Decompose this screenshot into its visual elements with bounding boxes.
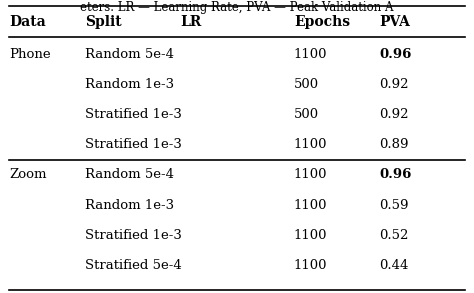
- Text: 0.89: 0.89: [379, 138, 409, 151]
- Text: PVA: PVA: [379, 15, 410, 29]
- Text: 0.96: 0.96: [379, 168, 411, 181]
- Text: 500: 500: [294, 108, 319, 121]
- Text: eters. LR — Learning Rate, PVA — Peak Validation A: eters. LR — Learning Rate, PVA — Peak Va…: [80, 1, 394, 14]
- Text: 1100: 1100: [294, 168, 328, 181]
- Text: Random 5e-4: Random 5e-4: [85, 48, 174, 61]
- Text: Stratified 1e-3: Stratified 1e-3: [85, 229, 182, 242]
- Text: Zoom: Zoom: [9, 168, 47, 181]
- Text: 1100: 1100: [294, 48, 328, 61]
- Text: Epochs: Epochs: [294, 15, 350, 29]
- Text: 0.52: 0.52: [379, 229, 409, 242]
- Text: 0.59: 0.59: [379, 199, 409, 212]
- Text: 1100: 1100: [294, 229, 328, 242]
- Text: Random 5e-4: Random 5e-4: [85, 168, 174, 181]
- Text: 0.92: 0.92: [379, 78, 409, 91]
- Text: Split: Split: [85, 15, 122, 29]
- Text: 0.44: 0.44: [379, 259, 409, 272]
- Text: 0.92: 0.92: [379, 108, 409, 121]
- Text: Stratified 5e-4: Stratified 5e-4: [85, 259, 182, 272]
- Text: 1100: 1100: [294, 199, 328, 212]
- Text: Stratified 1e-3: Stratified 1e-3: [85, 108, 182, 121]
- Text: LR: LR: [180, 15, 201, 29]
- Text: Data: Data: [9, 15, 46, 29]
- Text: 500: 500: [294, 78, 319, 91]
- Text: Phone: Phone: [9, 48, 51, 61]
- Text: 1100: 1100: [294, 259, 328, 272]
- Text: Stratified 1e-3: Stratified 1e-3: [85, 138, 182, 151]
- Text: 1100: 1100: [294, 138, 328, 151]
- Text: Random 1e-3: Random 1e-3: [85, 199, 174, 212]
- Text: Random 1e-3: Random 1e-3: [85, 78, 174, 91]
- Text: 0.96: 0.96: [379, 48, 411, 61]
